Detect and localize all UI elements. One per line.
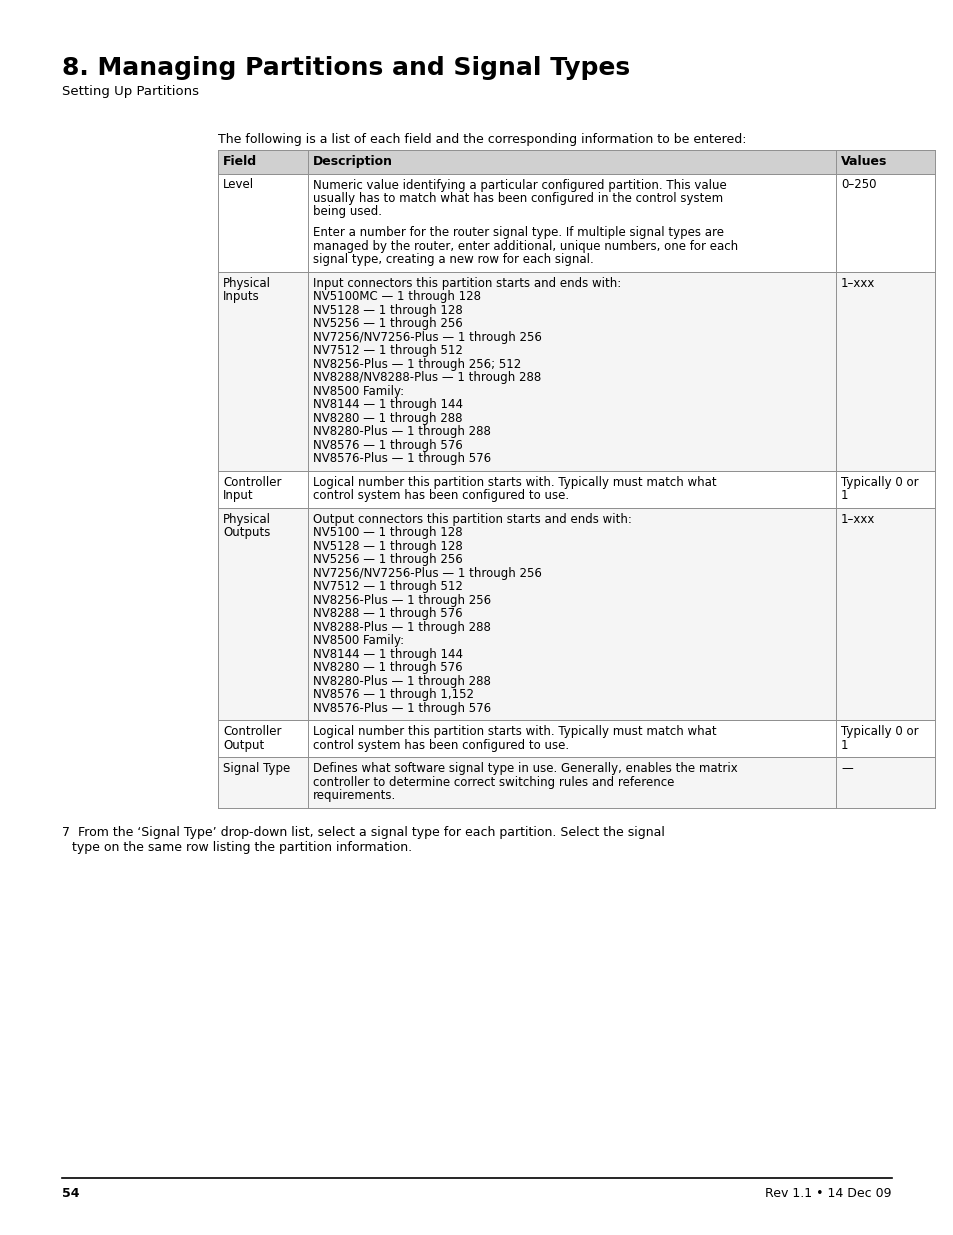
Text: NV8256-Plus — 1 through 256: NV8256-Plus — 1 through 256 [313, 594, 491, 606]
Text: Input connectors this partition starts and ends with:: Input connectors this partition starts a… [313, 277, 620, 290]
Text: Typically 0 or: Typically 0 or [841, 475, 918, 489]
Text: Level: Level [223, 179, 253, 191]
Text: Rev 1.1 • 14 Dec 09: Rev 1.1 • 14 Dec 09 [764, 1187, 891, 1200]
Text: NV5100MC — 1 through 128: NV5100MC — 1 through 128 [313, 290, 480, 304]
Text: Description: Description [313, 156, 393, 168]
Text: Outputs: Outputs [223, 526, 270, 540]
Text: managed by the router, enter additional, unique numbers, one for each: managed by the router, enter additional,… [313, 240, 738, 253]
Text: 1: 1 [841, 489, 847, 503]
Text: NV8288 — 1 through 576: NV8288 — 1 through 576 [313, 608, 462, 620]
Text: Logical number this partition starts with. Typically must match what: Logical number this partition starts wit… [313, 475, 716, 489]
Bar [218, 471, 934, 508]
Text: Inputs: Inputs [223, 290, 259, 304]
Bar [218, 272, 934, 471]
Text: Output connectors this partition starts and ends with:: Output connectors this partition starts … [313, 513, 631, 526]
Text: 54: 54 [62, 1187, 79, 1200]
Text: NV5128 — 1 through 128: NV5128 — 1 through 128 [313, 304, 462, 317]
Text: NV7512 — 1 through 512: NV7512 — 1 through 512 [313, 345, 462, 357]
Text: NV8280-Plus — 1 through 288: NV8280-Plus — 1 through 288 [313, 425, 491, 438]
Bar [218, 720, 934, 757]
Bar [218, 757, 934, 808]
Text: NV8280 — 1 through 288: NV8280 — 1 through 288 [313, 412, 462, 425]
Text: control system has been configured to use.: control system has been configured to us… [313, 489, 569, 503]
Text: signal type, creating a new row for each signal.: signal type, creating a new row for each… [313, 253, 593, 267]
Text: Signal Type: Signal Type [223, 762, 290, 776]
Text: requirements.: requirements. [313, 789, 395, 803]
Text: NV8576 — 1 through 576: NV8576 — 1 through 576 [313, 438, 462, 452]
Text: Controller: Controller [223, 475, 281, 489]
Text: Numeric value identifying a particular configured partition. This value: Numeric value identifying a particular c… [313, 179, 726, 191]
Text: The following is a list of each field and the corresponding information to be en: The following is a list of each field an… [218, 133, 745, 146]
Text: Enter a number for the router signal type. If multiple signal types are: Enter a number for the router signal typ… [313, 226, 723, 240]
Text: control system has been configured to use.: control system has been configured to us… [313, 739, 569, 752]
Text: Output: Output [223, 739, 264, 752]
Text: 0–250: 0–250 [841, 179, 876, 191]
Text: NV8288-Plus — 1 through 288: NV8288-Plus — 1 through 288 [313, 621, 491, 634]
Text: NV5128 — 1 through 128: NV5128 — 1 through 128 [313, 540, 462, 553]
Text: type on the same row listing the partition information.: type on the same row listing the partiti… [71, 841, 412, 853]
Text: Defines what software signal type in use. Generally, enables the matrix: Defines what software signal type in use… [313, 762, 737, 776]
Text: NV5100 — 1 through 128: NV5100 — 1 through 128 [313, 526, 462, 540]
Text: NV8576-Plus — 1 through 576: NV8576-Plus — 1 through 576 [313, 452, 491, 466]
Text: 8. Managing Partitions and Signal Types: 8. Managing Partitions and Signal Types [62, 56, 630, 80]
Text: usually has to match what has been configured in the control system: usually has to match what has been confi… [313, 191, 722, 205]
Text: Controller: Controller [223, 725, 281, 739]
Text: NV8576 — 1 through 1,152: NV8576 — 1 through 1,152 [313, 688, 474, 701]
Text: NV8144 — 1 through 144: NV8144 — 1 through 144 [313, 399, 462, 411]
Text: Physical: Physical [223, 513, 271, 526]
Text: —: — [841, 762, 852, 776]
Text: NV8500 Family:: NV8500 Family: [313, 635, 404, 647]
Text: 1–xxx: 1–xxx [841, 277, 875, 290]
Bar [218, 149, 934, 173]
Bar [218, 508, 934, 720]
Text: NV8144 — 1 through 144: NV8144 — 1 through 144 [313, 648, 462, 661]
Bar [218, 173, 934, 272]
Text: Logical number this partition starts with. Typically must match what: Logical number this partition starts wit… [313, 725, 716, 739]
Text: Physical: Physical [223, 277, 271, 290]
Text: Input: Input [223, 489, 253, 503]
Text: NV8288/NV8288-Plus — 1 through 288: NV8288/NV8288-Plus — 1 through 288 [313, 372, 540, 384]
Text: NV7256/NV7256-Plus — 1 through 256: NV7256/NV7256-Plus — 1 through 256 [313, 331, 541, 343]
Text: NV7256/NV7256-Plus — 1 through 256: NV7256/NV7256-Plus — 1 through 256 [313, 567, 541, 580]
Text: Field: Field [223, 156, 257, 168]
Text: Setting Up Partitions: Setting Up Partitions [62, 85, 199, 98]
Text: being used.: being used. [313, 205, 381, 219]
Text: controller to determine correct switching rules and reference: controller to determine correct switchin… [313, 776, 674, 789]
Text: NV7512 — 1 through 512: NV7512 — 1 through 512 [313, 580, 462, 594]
Text: 7  From the ‘Signal Type’ drop-down list, select a signal type for each partitio: 7 From the ‘Signal Type’ drop-down list,… [62, 826, 664, 839]
Text: NV8500 Family:: NV8500 Family: [313, 385, 404, 398]
Text: NV5256 — 1 through 256: NV5256 — 1 through 256 [313, 553, 462, 567]
Text: NV8280 — 1 through 576: NV8280 — 1 through 576 [313, 662, 462, 674]
Text: NV8576-Plus — 1 through 576: NV8576-Plus — 1 through 576 [313, 701, 491, 715]
Text: NV8256-Plus — 1 through 256; 512: NV8256-Plus — 1 through 256; 512 [313, 358, 520, 370]
Text: 1: 1 [841, 739, 847, 752]
Text: Values: Values [841, 156, 886, 168]
Text: 1–xxx: 1–xxx [841, 513, 875, 526]
Text: Typically 0 or: Typically 0 or [841, 725, 918, 739]
Text: NV8280-Plus — 1 through 288: NV8280-Plus — 1 through 288 [313, 674, 491, 688]
Text: NV5256 — 1 through 256: NV5256 — 1 through 256 [313, 317, 462, 331]
